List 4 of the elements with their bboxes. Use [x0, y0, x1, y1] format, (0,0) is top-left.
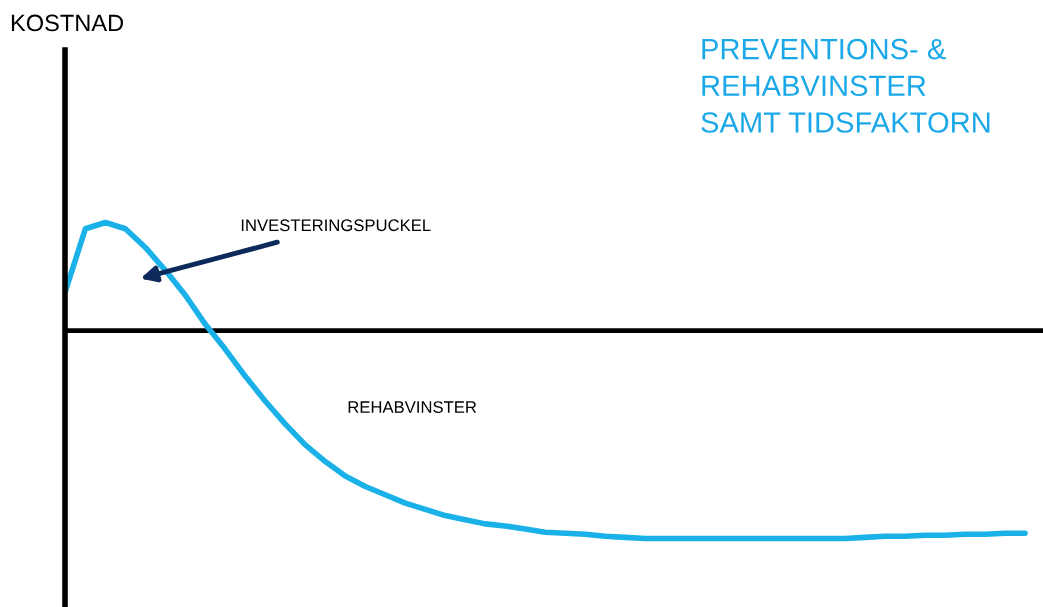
text: KOSTNAD [11, 14, 124, 32]
chart-title: PREVENTIONS- & REHABVINSTER SAMT TIDSFAKTORN [701, 38, 990, 133]
annotation: INVESTERINGSPUCKEL [241, 219, 431, 232]
annotation: REHABVINSTER [348, 401, 477, 413]
